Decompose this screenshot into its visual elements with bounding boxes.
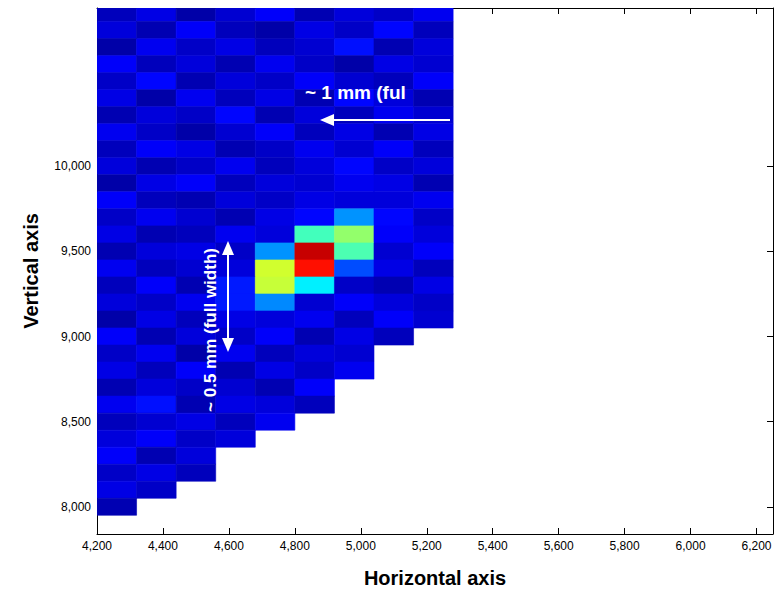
svg-text:5,600: 5,600 bbox=[544, 539, 574, 553]
svg-text:9,000: 9,000 bbox=[61, 330, 91, 344]
svg-text:4,200: 4,200 bbox=[82, 539, 112, 553]
svg-text:4,400: 4,400 bbox=[148, 539, 178, 553]
svg-text:5,200: 5,200 bbox=[412, 539, 442, 553]
svg-text:6,200: 6,200 bbox=[741, 539, 771, 553]
svg-text:~ 1 mm (ful: ~ 1 mm (ful bbox=[305, 82, 406, 103]
svg-text:6,000: 6,000 bbox=[676, 539, 706, 553]
svg-text:8,500: 8,500 bbox=[61, 415, 91, 429]
svg-text:8,000: 8,000 bbox=[61, 500, 91, 514]
svg-text:~ 0.5 mm (full width): ~ 0.5 mm (full width) bbox=[201, 248, 220, 412]
svg-text:5,800: 5,800 bbox=[610, 539, 640, 553]
svg-text:5,400: 5,400 bbox=[478, 539, 508, 553]
svg-text:Vertical axis: Vertical axis bbox=[20, 213, 42, 329]
svg-text:4,600: 4,600 bbox=[214, 539, 244, 553]
svg-text:10,000: 10,000 bbox=[54, 159, 91, 173]
svg-text:4,800: 4,800 bbox=[280, 539, 310, 553]
svg-text:9,500: 9,500 bbox=[61, 244, 91, 258]
svg-text:Horizontal axis: Horizontal axis bbox=[364, 567, 506, 589]
svg-text:5,000: 5,000 bbox=[346, 539, 376, 553]
